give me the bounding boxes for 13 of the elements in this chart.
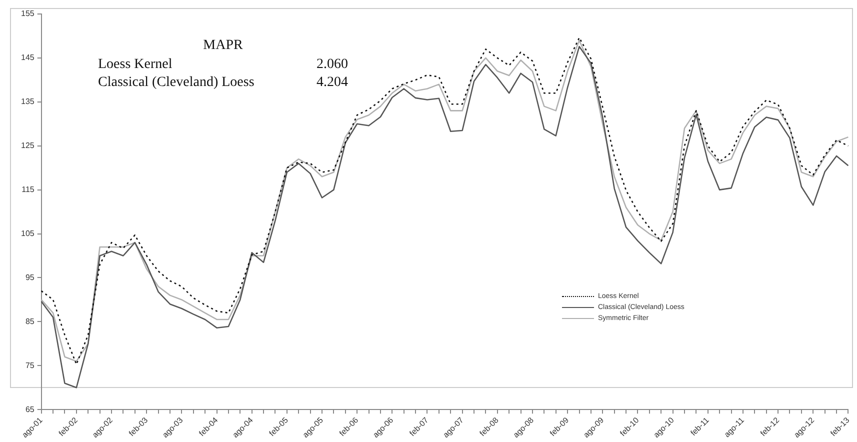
y-tick-label: 125: [20, 141, 35, 150]
y-tick-label: 65: [25, 404, 35, 414]
text: Classical (Cleveland) Loess 4.204: [98, 75, 348, 90]
y-tick-label: 155: [20, 9, 35, 18]
y-tick-label: 135: [20, 97, 35, 106]
annotation: MAPR: [202, 37, 244, 55]
text: Loess Kernel 2.060: [98, 57, 348, 72]
y-tick-label: 145: [20, 53, 35, 62]
y-tick-label: 115: [22, 185, 35, 194]
y-tick-label: 75: [25, 360, 35, 370]
y-tick-label: 95: [25, 272, 35, 282]
y-tick-label: 85: [25, 316, 35, 326]
y-tick-label: 105: [20, 228, 35, 238]
